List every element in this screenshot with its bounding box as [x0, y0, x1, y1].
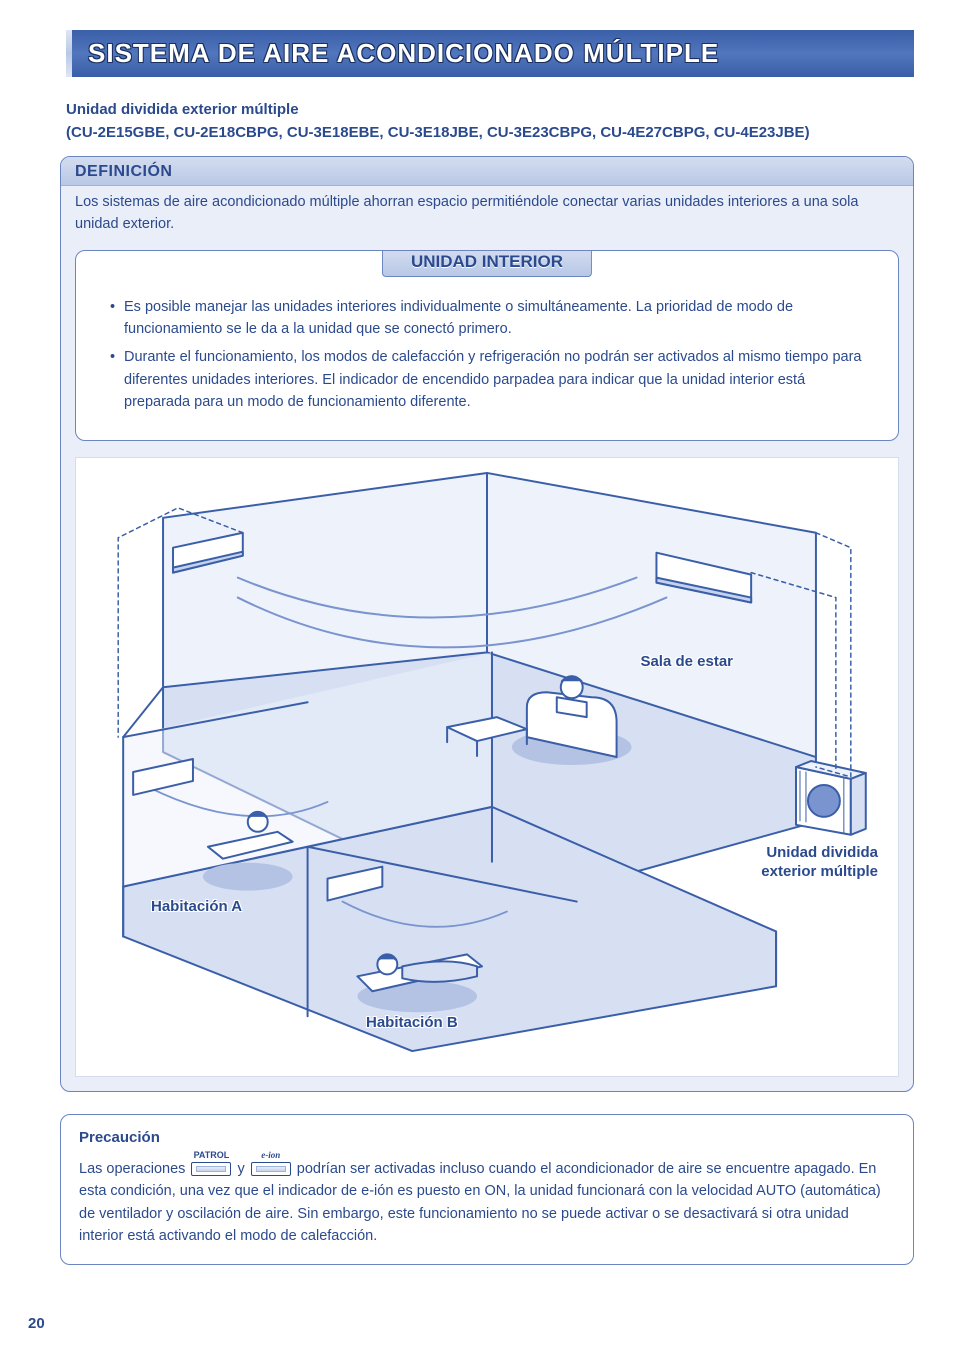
label-living-room: Sala de estar — [640, 653, 733, 670]
label-room-b: Habitación B — [366, 1014, 458, 1031]
subheading-line1: Unidad dividida exterior múltiple — [66, 101, 299, 118]
diagram-svg: activat — [76, 458, 898, 1076]
page-title-bar: SISTEMA DE AIRE ACONDICIONADO MÚLTIPLE — [60, 30, 914, 77]
precaution-text: Las operaciones — [79, 1161, 189, 1177]
subheading-line2: (CU-2E15GBE, CU-2E18CBPG, CU-3E18EBE, CU… — [66, 124, 810, 141]
eion-label: e-ion — [252, 1149, 290, 1163]
model-subheading: Unidad dividida exterior múltiple (CU-2E… — [66, 99, 908, 144]
precaution-header: Precaución — [79, 1129, 895, 1146]
precaution-text: y — [237, 1161, 248, 1177]
definition-body: Los sistemas de aire acondicionado múlti… — [61, 186, 913, 250]
bullet-item: Es posible manejar las unidades interior… — [110, 296, 870, 341]
indoor-unit-header: UNIDAD INTERIOR — [382, 250, 592, 277]
indoor-unit-panel: UNIDAD INTERIOR Es posible manejar las u… — [75, 250, 899, 441]
definition-header: DEFINICIÓN — [61, 157, 913, 186]
patrol-button-icon: PATROL — [191, 1162, 231, 1176]
eion-button-icon: e-ion — [251, 1162, 291, 1176]
label-outdoor-unit: Unidad dividida exterior múltiple — [761, 843, 878, 882]
room-diagram: activat — [75, 457, 899, 1077]
precaution-panel: Precaución Las operaciones PATROL y e-io… — [60, 1114, 914, 1265]
precaution-body: Las operaciones PATROL y e-ion podrían s… — [79, 1158, 895, 1248]
page-title: SISTEMA DE AIRE ACONDICIONADO MÚLTIPLE — [88, 38, 719, 68]
patrol-label: PATROL — [192, 1149, 230, 1163]
bullet-item: Durante el funcionamiento, los modos de … — [110, 346, 870, 413]
main-panel: DEFINICIÓN Los sistemas de aire acondici… — [60, 156, 914, 1092]
label-room-a: Habitación A — [151, 898, 242, 915]
page-number: 20 — [28, 1315, 45, 1332]
indoor-unit-body: Es posible manejar las unidades interior… — [76, 278, 898, 428]
